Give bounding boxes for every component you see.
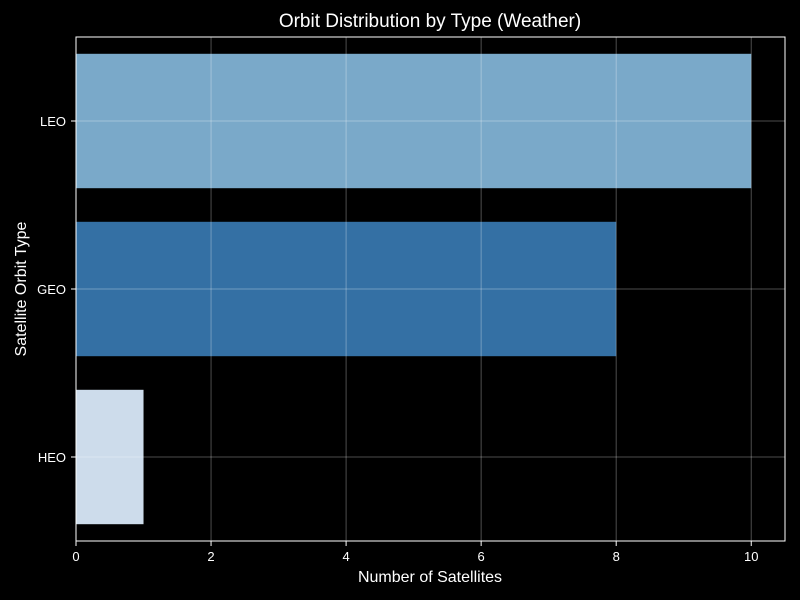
x-tick-label-4: 4 <box>342 549 349 564</box>
chart-title: Orbit Distribution by Type (Weather) <box>279 11 581 32</box>
x-tick-label-2: 2 <box>207 549 214 564</box>
x-tick-label-0: 0 <box>72 549 79 564</box>
y-tick-label-geo: GEO <box>37 282 66 297</box>
y-tick-label-heo: HEO <box>38 450 66 465</box>
y-tick-label-leo: LEO <box>40 114 66 129</box>
bars <box>76 53 752 525</box>
x-tick-label-6: 6 <box>478 549 485 564</box>
bar-heo <box>76 389 144 525</box>
x-tick-label-8: 8 <box>613 549 620 564</box>
y-axis-ticks: LEO GEO HEO <box>37 114 76 465</box>
x-axis-label: Number of Satellites <box>358 569 502 586</box>
x-tick-label-10: 10 <box>744 549 758 564</box>
bar-geo <box>76 221 617 357</box>
y-axis-label: Satellite Orbit Type <box>13 221 30 356</box>
x-axis-ticks: 0 2 4 6 8 10 <box>72 541 758 564</box>
bar-leo <box>76 53 752 189</box>
